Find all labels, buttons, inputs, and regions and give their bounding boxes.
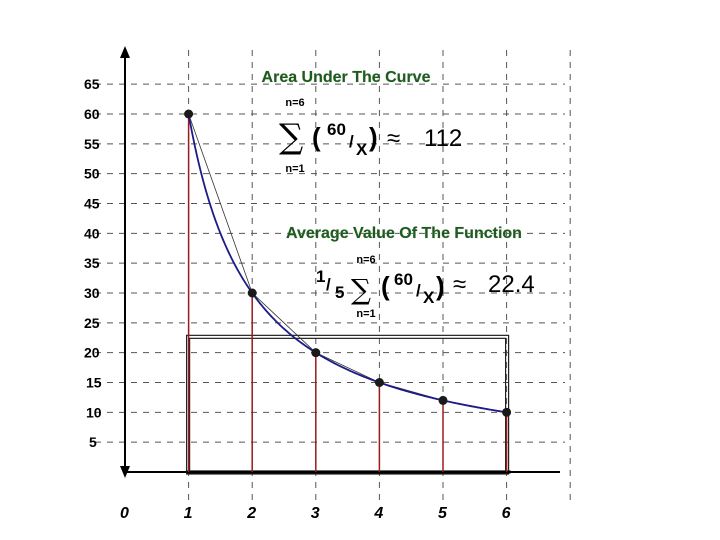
area-close-paren: ): [369, 122, 378, 152]
average-frac-slash: /: [326, 275, 331, 294]
curve-line: [187, 113, 507, 414]
chord-line: [251, 292, 317, 353]
y-tick-label: 30: [84, 285, 100, 301]
chord-line: [188, 113, 253, 294]
average-frac-numerator: 1: [316, 267, 325, 286]
chord-line: [315, 352, 380, 383]
y-tick-label: 15: [86, 375, 102, 391]
y-axis-arrow-up: [120, 46, 130, 58]
curve: [187, 113, 507, 414]
data-point: [502, 407, 512, 417]
value-stems: [187, 114, 508, 472]
x-tick-label: 6: [502, 505, 511, 522]
y-tick-label: 25: [84, 315, 100, 331]
x-tick-label: 4: [373, 505, 383, 522]
y-tick-label: 60: [84, 106, 100, 122]
area-variable: X: [356, 140, 368, 159]
data-point: [247, 288, 257, 298]
area-result: 112: [424, 125, 462, 152]
average-title: Average Value Of The Function: [286, 225, 522, 242]
average-frac-denominator: 5: [335, 283, 344, 302]
x-tick-label: 2: [246, 505, 256, 522]
x-tick-label: 1: [184, 505, 193, 522]
y-tick-label: 45: [84, 196, 100, 212]
y-tick-label: 5: [89, 434, 97, 450]
y-tick-label: 35: [84, 255, 100, 271]
y-tick-label: 10: [86, 404, 102, 420]
data-point: [311, 348, 321, 358]
average-sigma: ∑: [351, 273, 371, 306]
area-approx: ≈: [387, 125, 400, 152]
average-rect-outline: [189, 337, 507, 472]
area-numerator: 60: [327, 120, 346, 139]
x-tick-label: 0: [120, 505, 129, 522]
x-tick-label: 5: [438, 505, 448, 522]
x-tick-label: 3: [311, 505, 320, 522]
average-sum-upper: n=6: [356, 254, 375, 266]
average-rect-outline: [186, 334, 510, 475]
area-sum-lower: n=1: [285, 163, 304, 175]
area-slash: /: [349, 132, 354, 151]
area-sigma: ∑: [279, 117, 303, 157]
y-tick-label: 50: [84, 166, 100, 182]
data-point: [438, 395, 448, 405]
y-tick-label: 55: [84, 136, 100, 152]
data-points: [184, 109, 512, 417]
average-value-rectangle: [186, 334, 511, 475]
area-annotation: Area Under The Curve n=6 ∑ n=1 ( 60 / X …: [261, 69, 462, 175]
average-variable: X: [423, 288, 435, 307]
y-tick-labels: 5 10 15 20 25 30 35 40 45 50 55 60 65: [84, 76, 102, 450]
average-slash: /: [416, 281, 421, 300]
data-point: [184, 109, 194, 119]
average-annotation: Average Value Of The Function 1 / 5 n=6 …: [286, 225, 535, 320]
average-open-paren: (: [381, 271, 390, 301]
data-point: [374, 378, 384, 387]
y-tick-label: 40: [84, 225, 100, 241]
average-numerator: 60: [394, 270, 413, 289]
average-close-paren: ): [436, 271, 445, 301]
area-sum-upper: n=6: [285, 97, 304, 109]
y-tick-label: 20: [84, 345, 100, 361]
average-sum-lower: n=1: [356, 308, 375, 320]
x-tick-labels: 0 1 2 3 4 5 6: [120, 505, 511, 522]
y-tick-label: 65: [84, 76, 100, 92]
average-result: 22.4: [488, 271, 535, 298]
area-title: Area Under The Curve: [262, 69, 431, 86]
average-approx: ≈: [453, 271, 466, 298]
area-open-paren: (: [312, 122, 321, 152]
